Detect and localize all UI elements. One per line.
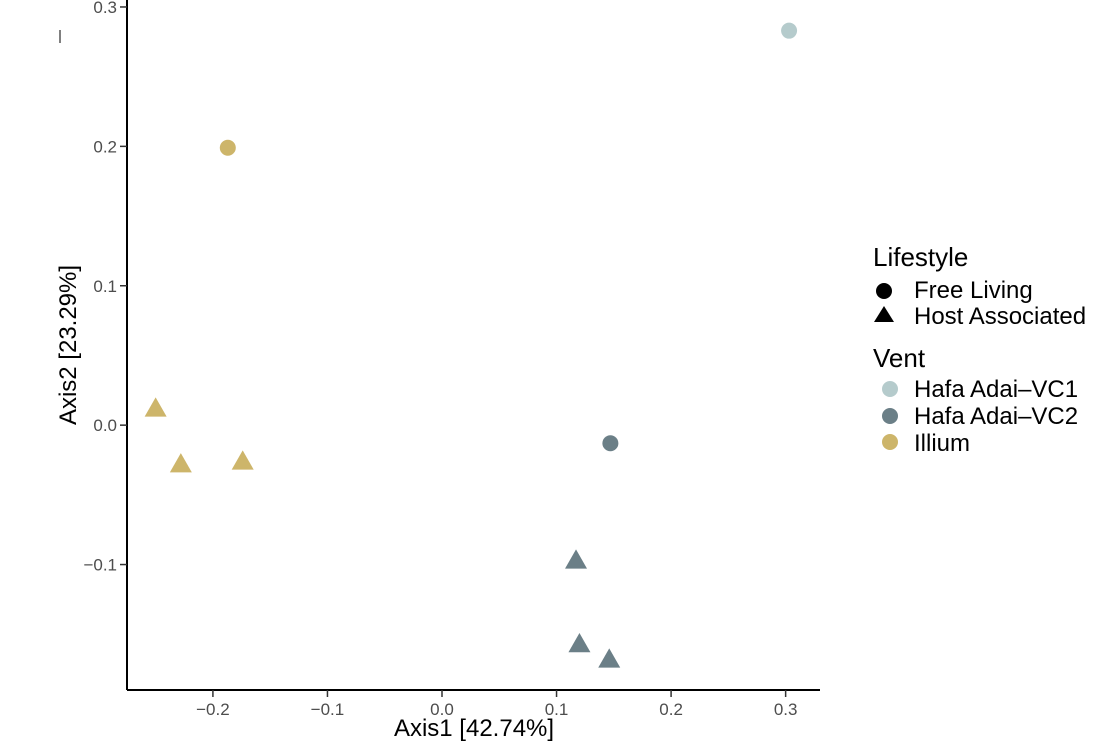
legend-title-vent: Vent [873,343,926,373]
legend-label-vc1: Hafa Adai–VC1 [914,376,1078,403]
data-point-triangle [565,549,588,569]
legend: Lifestyle Free Living Host Associated Ve… [873,242,1086,457]
data-point-circle [781,22,798,39]
legend-label-vc2: Hafa Adai–VC2 [914,403,1078,430]
data-point-triangle [598,648,621,668]
legend-label-illium: Illium [914,430,970,457]
legend-title-lifestyle: Lifestyle [873,242,968,272]
x-tick-label: −0.2 [196,700,230,719]
legend-label-host-associated: Host Associated [914,303,1086,330]
legend-key-vc2 [882,408,898,424]
legend-key-free-living [876,283,892,299]
x-tick-label: 0.3 [774,700,798,719]
data-points [144,22,798,668]
legend-key-illium [882,434,898,450]
x-tick-label: 0.0 [430,700,454,719]
y-tick-label: 0.0 [93,416,117,435]
y-tick-label: −0.1 [83,556,117,575]
x-axis-title: Axis1 [42.74%] [394,715,554,742]
data-point-triangle [169,453,192,473]
legend-key-vc1 [882,381,898,397]
data-point-triangle [144,397,167,417]
data-point-circle [602,435,619,452]
y-tick-label: 0.1 [93,277,117,296]
data-point-circle [219,139,236,156]
data-point-triangle [231,450,254,470]
legend-key-host-associated [874,306,894,322]
legend-label-free-living: Free Living [914,277,1033,304]
x-tick-label: 0.1 [545,700,569,719]
y-tick-label: 0.2 [93,137,117,156]
y-tick-label: 0.3 [93,0,117,17]
y-axis-title: Axis2 [23.29%] [55,265,82,425]
y-ticks: −0.1 0.0 0.1 0.2 0.3 [83,0,127,575]
x-ticks: −0.2 −0.1 0.0 0.1 0.2 0.3 [196,690,797,719]
x-tick-label: −0.1 [311,700,345,719]
x-tick-label: 0.2 [659,700,683,719]
data-point-triangle [568,633,591,653]
axes [126,0,820,691]
